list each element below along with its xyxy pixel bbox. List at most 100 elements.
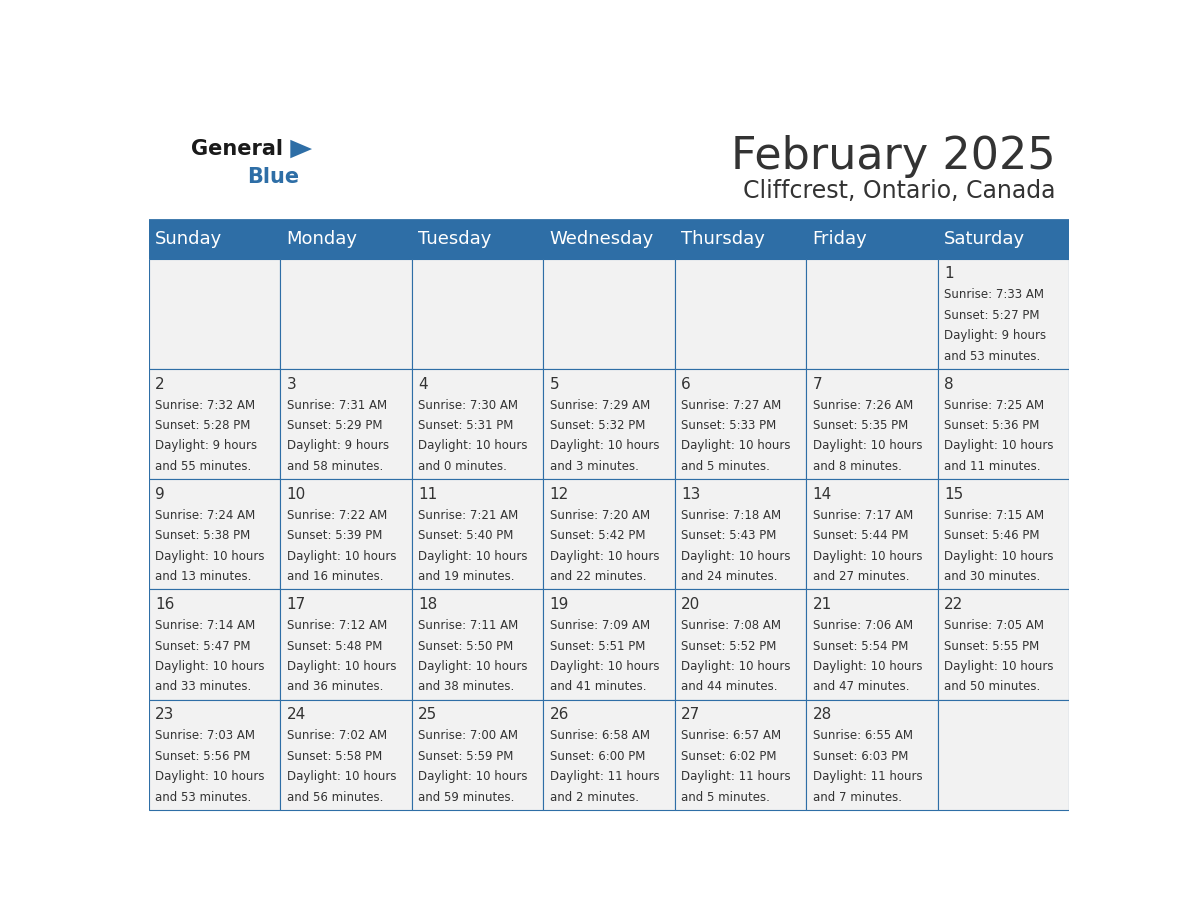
Text: 21: 21	[813, 597, 832, 612]
Bar	[675, 479, 807, 589]
Text: Sunset: 5:39 PM: Sunset: 5:39 PM	[286, 530, 383, 543]
Text: and 30 minutes.: and 30 minutes.	[944, 570, 1041, 583]
Text: and 19 minutes.: and 19 minutes.	[418, 570, 514, 583]
Text: and 44 minutes.: and 44 minutes.	[681, 680, 778, 693]
Text: 18: 18	[418, 597, 437, 612]
Text: 16: 16	[156, 597, 175, 612]
Text: Sunset: 5:38 PM: Sunset: 5:38 PM	[156, 530, 251, 543]
Text: Thursday: Thursday	[681, 230, 765, 248]
Text: 3: 3	[286, 376, 296, 392]
Text: Sunrise: 7:31 AM: Sunrise: 7:31 AM	[286, 398, 387, 411]
Text: Daylight: 10 hours: Daylight: 10 hours	[813, 440, 922, 453]
Text: Daylight: 11 hours: Daylight: 11 hours	[681, 770, 791, 783]
Text: Daylight: 10 hours: Daylight: 10 hours	[681, 550, 791, 563]
Text: and 55 minutes.: and 55 minutes.	[156, 460, 252, 473]
Text: Sunset: 5:40 PM: Sunset: 5:40 PM	[418, 530, 513, 543]
Text: Sunset: 5:58 PM: Sunset: 5:58 PM	[286, 750, 381, 763]
Bar	[675, 700, 807, 810]
Bar	[280, 369, 411, 479]
Text: General: General	[191, 139, 283, 159]
Text: Sunrise: 7:12 AM: Sunrise: 7:12 AM	[286, 619, 387, 633]
Text: Sunrise: 7:00 AM: Sunrise: 7:00 AM	[418, 730, 518, 743]
Bar	[148, 259, 280, 369]
Text: Sunrise: 7:27 AM: Sunrise: 7:27 AM	[681, 398, 782, 411]
Text: 23: 23	[156, 708, 175, 722]
Bar	[675, 369, 807, 479]
Bar	[411, 479, 543, 589]
Text: Daylight: 9 hours: Daylight: 9 hours	[286, 440, 388, 453]
Text: Sunset: 5:33 PM: Sunset: 5:33 PM	[681, 419, 777, 432]
Text: 12: 12	[550, 487, 569, 502]
Text: and 22 minutes.: and 22 minutes.	[550, 570, 646, 583]
Text: Saturday: Saturday	[944, 230, 1025, 248]
Text: Sunrise: 7:03 AM: Sunrise: 7:03 AM	[156, 730, 255, 743]
Text: 6: 6	[681, 376, 691, 392]
Text: Sunrise: 6:55 AM: Sunrise: 6:55 AM	[813, 730, 912, 743]
Text: and 8 minutes.: and 8 minutes.	[813, 460, 902, 473]
Bar	[543, 589, 675, 700]
Text: Sunset: 5:59 PM: Sunset: 5:59 PM	[418, 750, 513, 763]
Text: and 38 minutes.: and 38 minutes.	[418, 680, 514, 693]
Text: Friday: Friday	[813, 230, 867, 248]
Text: Sunset: 5:47 PM: Sunset: 5:47 PM	[156, 640, 251, 653]
Text: and 2 minutes.: and 2 minutes.	[550, 790, 639, 803]
Text: 8: 8	[944, 376, 954, 392]
Text: Daylight: 10 hours: Daylight: 10 hours	[944, 660, 1054, 673]
Bar	[807, 589, 937, 700]
Text: Sunrise: 7:21 AM: Sunrise: 7:21 AM	[418, 509, 518, 522]
Bar	[937, 369, 1069, 479]
Text: Sunrise: 7:15 AM: Sunrise: 7:15 AM	[944, 509, 1044, 522]
Text: Sunset: 5:43 PM: Sunset: 5:43 PM	[681, 530, 777, 543]
Text: 22: 22	[944, 597, 963, 612]
Text: Sunrise: 6:57 AM: Sunrise: 6:57 AM	[681, 730, 782, 743]
Text: Sunrise: 7:24 AM: Sunrise: 7:24 AM	[156, 509, 255, 522]
Text: Monday: Monday	[286, 230, 358, 248]
Text: Sunrise: 7:18 AM: Sunrise: 7:18 AM	[681, 509, 782, 522]
Text: and 53 minutes.: and 53 minutes.	[156, 790, 252, 803]
Bar	[543, 479, 675, 589]
Text: and 13 minutes.: and 13 minutes.	[156, 570, 252, 583]
Text: 1: 1	[944, 266, 954, 281]
Text: and 59 minutes.: and 59 minutes.	[418, 790, 514, 803]
Text: Daylight: 10 hours: Daylight: 10 hours	[550, 550, 659, 563]
Text: and 16 minutes.: and 16 minutes.	[286, 570, 383, 583]
Text: 20: 20	[681, 597, 701, 612]
Text: Sunset: 5:50 PM: Sunset: 5:50 PM	[418, 640, 513, 653]
Text: Sunset: 5:29 PM: Sunset: 5:29 PM	[286, 419, 383, 432]
Text: Tuesday: Tuesday	[418, 230, 492, 248]
Text: 28: 28	[813, 708, 832, 722]
Text: Sunset: 6:03 PM: Sunset: 6:03 PM	[813, 750, 908, 763]
Text: Daylight: 10 hours: Daylight: 10 hours	[286, 770, 396, 783]
Text: and 5 minutes.: and 5 minutes.	[681, 790, 770, 803]
Text: Sunrise: 7:08 AM: Sunrise: 7:08 AM	[681, 619, 782, 633]
Text: February 2025: February 2025	[731, 135, 1055, 177]
Text: and 56 minutes.: and 56 minutes.	[286, 790, 383, 803]
Text: and 50 minutes.: and 50 minutes.	[944, 680, 1041, 693]
Text: Sunrise: 7:14 AM: Sunrise: 7:14 AM	[156, 619, 255, 633]
Text: Daylight: 10 hours: Daylight: 10 hours	[681, 440, 791, 453]
Text: Daylight: 10 hours: Daylight: 10 hours	[418, 550, 527, 563]
Text: Daylight: 10 hours: Daylight: 10 hours	[681, 660, 791, 673]
Text: Daylight: 10 hours: Daylight: 10 hours	[813, 660, 922, 673]
Bar	[411, 369, 543, 479]
Text: Sunset: 5:31 PM: Sunset: 5:31 PM	[418, 419, 513, 432]
Text: Daylight: 10 hours: Daylight: 10 hours	[286, 550, 396, 563]
Text: Daylight: 10 hours: Daylight: 10 hours	[418, 660, 527, 673]
Text: Sunrise: 7:20 AM: Sunrise: 7:20 AM	[550, 509, 650, 522]
Text: 14: 14	[813, 487, 832, 502]
Text: Sunset: 5:52 PM: Sunset: 5:52 PM	[681, 640, 777, 653]
Text: and 7 minutes.: and 7 minutes.	[813, 790, 902, 803]
Text: Sunset: 5:44 PM: Sunset: 5:44 PM	[813, 530, 908, 543]
Bar	[675, 259, 807, 369]
Text: Sunset: 5:28 PM: Sunset: 5:28 PM	[156, 419, 251, 432]
Text: Sunset: 6:02 PM: Sunset: 6:02 PM	[681, 750, 777, 763]
Text: Sunset: 5:56 PM: Sunset: 5:56 PM	[156, 750, 251, 763]
Bar	[280, 589, 411, 700]
Bar	[280, 700, 411, 810]
Text: 10: 10	[286, 487, 305, 502]
Text: Sunrise: 7:25 AM: Sunrise: 7:25 AM	[944, 398, 1044, 411]
Text: 7: 7	[813, 376, 822, 392]
Text: Sunset: 5:48 PM: Sunset: 5:48 PM	[286, 640, 383, 653]
Text: and 33 minutes.: and 33 minutes.	[156, 680, 252, 693]
Text: Sunset: 5:32 PM: Sunset: 5:32 PM	[550, 419, 645, 432]
